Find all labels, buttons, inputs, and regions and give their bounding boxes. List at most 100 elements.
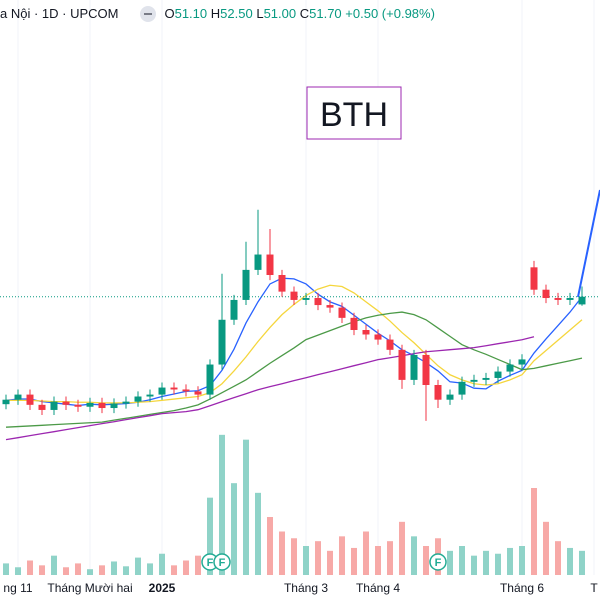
volume-bar — [171, 565, 177, 575]
volume-bar — [27, 560, 33, 575]
candle-body — [302, 298, 310, 300]
candle-body — [206, 364, 214, 395]
candle-body — [314, 298, 322, 306]
candle-body — [542, 289, 550, 299]
event-label: F — [207, 557, 214, 569]
x-tick-label: Tháng 3 — [284, 581, 328, 595]
volume-bar — [531, 488, 537, 575]
candle-body — [38, 404, 46, 410]
moving-average-line — [5, 336, 535, 441]
candle-body — [566, 298, 574, 300]
volume-bar — [459, 546, 465, 575]
candle-body — [398, 349, 406, 380]
volume-bar — [327, 550, 333, 575]
volume-bar — [471, 555, 477, 575]
candle-body — [170, 387, 178, 390]
x-tick-label: ng 11 — [3, 581, 32, 595]
annotation-text: BTH — [320, 96, 388, 134]
candle-body — [2, 399, 10, 405]
candle-body — [458, 381, 466, 395]
low-label: L — [256, 6, 264, 21]
x-tick-label: T — [590, 581, 598, 595]
volume-bar — [495, 553, 501, 575]
candle-body — [506, 364, 514, 372]
x-tick-label: Tháng Mười hai — [47, 581, 132, 595]
candle-body — [446, 394, 454, 400]
volume-bar — [291, 538, 297, 575]
moving-average-line — [5, 311, 583, 428]
candle-body — [494, 371, 502, 378]
high-label: H — [210, 6, 221, 21]
volume-bar — [303, 546, 309, 575]
candle-body — [14, 394, 22, 400]
candle-body — [530, 267, 538, 290]
volume-bar — [195, 555, 201, 575]
candle-body — [62, 401, 70, 405]
candle-body — [194, 391, 202, 395]
volume-bar — [99, 565, 105, 575]
volume-bar — [447, 550, 453, 575]
low-value: 51.00 — [263, 6, 297, 21]
x-tick-label: Tháng 6 — [500, 581, 544, 595]
candle-body — [182, 389, 190, 392]
candle-body — [482, 377, 490, 380]
candle-body — [110, 403, 118, 409]
candle-body — [470, 379, 478, 382]
volume-bar — [123, 566, 129, 575]
volume-bar — [567, 547, 573, 575]
candle-body — [98, 402, 106, 409]
volume-bar — [387, 541, 393, 575]
volume-bar — [519, 546, 525, 575]
open-label: O — [164, 6, 175, 21]
volume-bar — [423, 546, 429, 575]
volume-bar — [243, 439, 249, 575]
x-tick-label: Tháng 4 — [356, 581, 400, 595]
volume-bar — [87, 569, 93, 575]
candle-body — [386, 339, 394, 350]
volume-bar — [159, 553, 165, 575]
volume-bar — [339, 536, 345, 575]
annotation-box — [306, 86, 402, 140]
volume-bar — [255, 492, 261, 575]
volume-bar — [279, 531, 285, 575]
volume-bar — [507, 547, 513, 575]
change: +0.50 (+0.98%) — [345, 6, 435, 21]
volume-bar — [231, 483, 237, 575]
candle-body — [326, 305, 334, 308]
volume-bar — [135, 557, 141, 575]
candle-body — [578, 296, 586, 305]
candle-body — [374, 334, 382, 340]
candle-body — [218, 319, 226, 365]
candle-body — [338, 307, 346, 318]
volume-bar — [483, 550, 489, 575]
candle-body — [266, 254, 274, 275]
volume-bar — [543, 521, 549, 575]
candle-body — [350, 317, 358, 330]
candle-body — [230, 299, 238, 320]
volume-bar — [399, 521, 405, 575]
candle-body — [554, 298, 562, 300]
candle-body — [74, 404, 82, 407]
x-tick-label: 2025 — [149, 581, 176, 595]
projection-line — [577, 189, 600, 298]
candle-body — [290, 291, 298, 300]
event-label: F — [219, 557, 226, 569]
candle-body — [26, 394, 34, 405]
event-label: F — [435, 557, 442, 569]
volume-bar — [351, 547, 357, 575]
candle-body — [146, 394, 154, 397]
event-marker — [429, 553, 447, 571]
candle-body — [86, 402, 94, 407]
volume-bar — [111, 561, 117, 575]
volume-bar — [375, 546, 381, 575]
volume-bar — [207, 497, 213, 575]
volume-bar — [3, 563, 9, 575]
volume-bar — [15, 567, 21, 575]
close-value: 51.70 — [309, 6, 342, 21]
candle-body — [410, 354, 418, 380]
volume-bar — [51, 555, 57, 575]
volume-bar — [315, 541, 321, 575]
visibility-toggle[interactable] — [140, 5, 157, 22]
